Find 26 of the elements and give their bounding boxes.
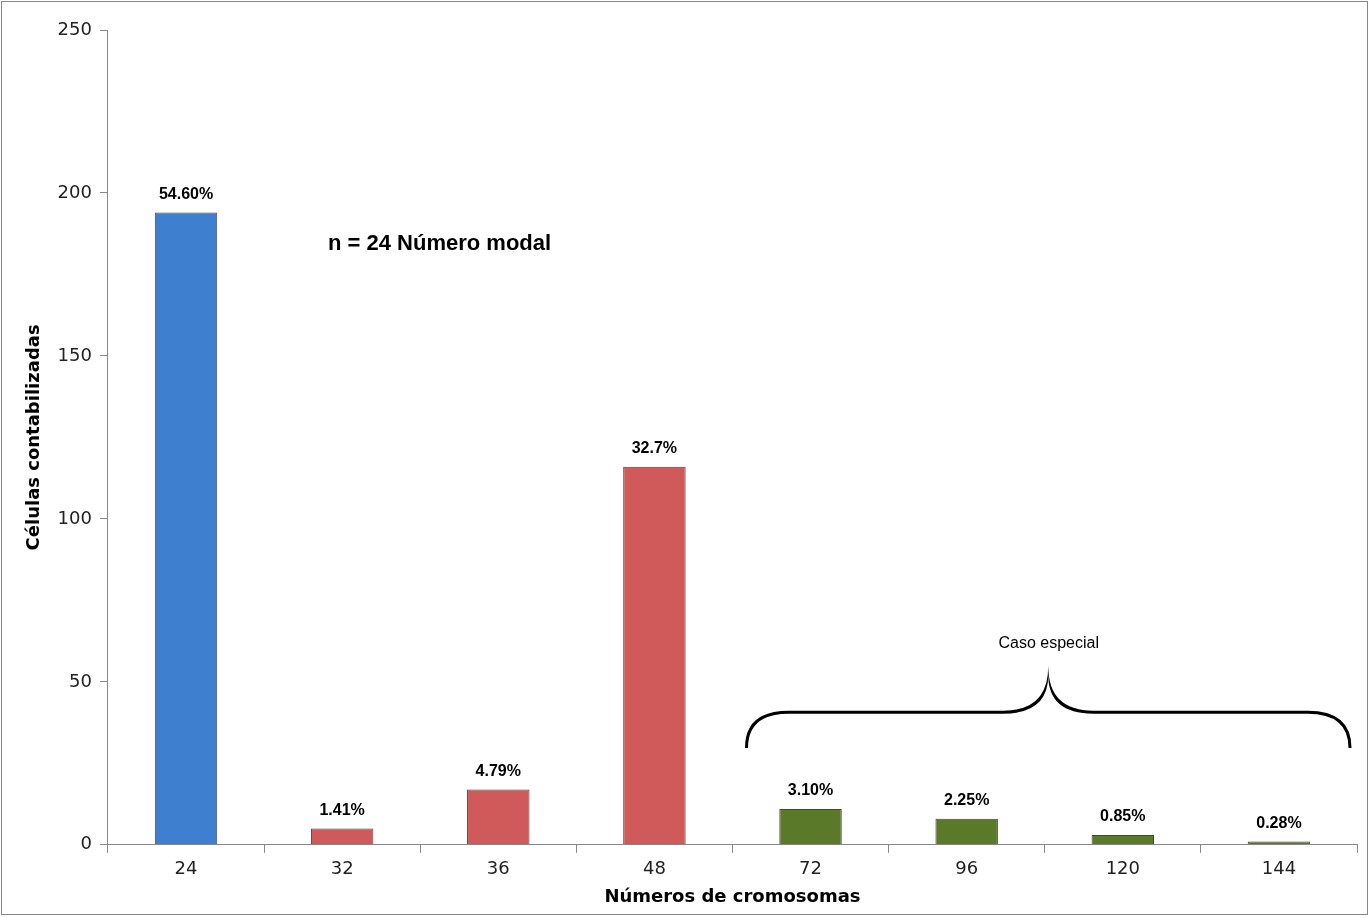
annotation: 4.79% [475,761,521,779]
annotation: Caso especial [998,634,1099,652]
x-tick-label: 120 [1105,857,1140,879]
y-tick-label: 100 [57,506,92,528]
x-axis-title: Números de cromosomas [604,884,861,906]
y-tick-label: 150 [57,343,92,365]
x-tick-label: 72 [799,857,822,879]
x-tick-label: 48 [642,857,666,879]
annotation: 2.25% [943,791,990,809]
annotation: 0.85% [1100,807,1146,825]
x-tick-label: 32 [330,857,354,879]
annotation: 32.7% [631,439,678,457]
x-tick-label: 96 [955,857,979,879]
x-tick-label: 24 [174,857,198,879]
annotation: 3.10% [787,781,834,799]
y-tick-label: 250 [57,17,92,39]
x-tick-label: 36 [486,857,510,879]
annotation: n = 24 Número modal [328,230,552,256]
y-tick-label: 200 [57,180,92,202]
annotation: 1.41% [319,800,365,818]
x-tick-label: 144 [1261,857,1297,879]
y-tick-label: 0 [80,832,92,854]
y-tick-label: 50 [69,669,92,691]
annotation: 54.60% [158,184,214,202]
y-axis-title: Células contabilizadas [22,324,44,551]
annotation: 0.28% [1256,813,1302,831]
